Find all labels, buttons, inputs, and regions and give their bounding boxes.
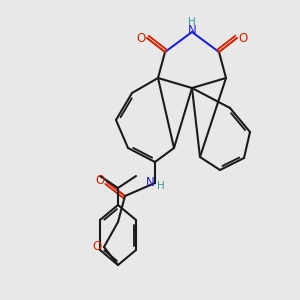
Text: O: O	[92, 239, 102, 253]
Text: O: O	[95, 175, 105, 188]
Text: N: N	[146, 176, 154, 190]
Text: O: O	[238, 32, 247, 44]
Text: N: N	[188, 23, 196, 37]
Text: H: H	[188, 17, 196, 27]
Text: H: H	[157, 181, 165, 191]
Text: O: O	[136, 32, 146, 44]
